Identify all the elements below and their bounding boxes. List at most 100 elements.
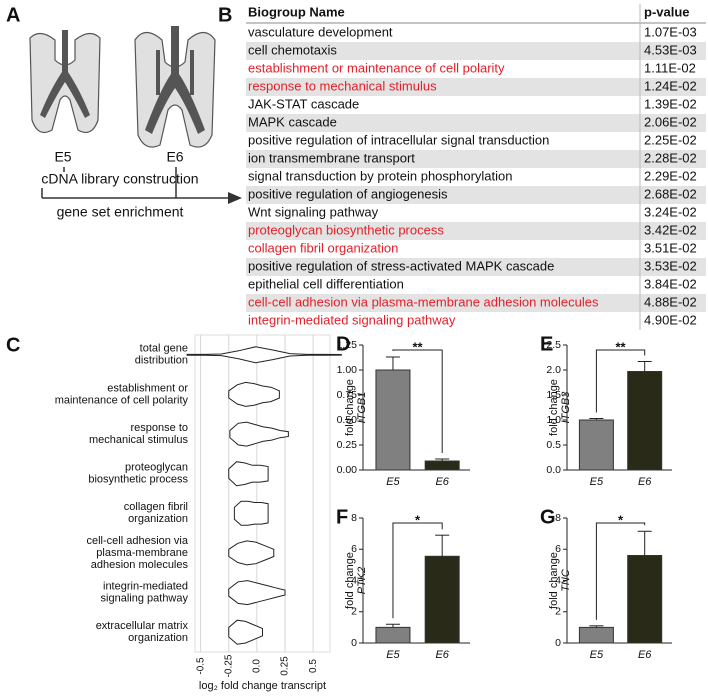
- bar: [375, 369, 411, 471]
- panel-letter: A: [6, 4, 20, 26]
- x-tick-label: E5: [590, 476, 604, 488]
- bar: [424, 460, 460, 471]
- y-tick-label: 8: [555, 512, 561, 524]
- category-label: signaling pathway: [101, 592, 189, 604]
- row-name: JAK-STAT cascade: [248, 96, 359, 111]
- y-tick-label: 0: [351, 637, 357, 649]
- y-tick-label: 6: [555, 543, 561, 555]
- row-pvalue: 3.84E-02: [644, 276, 697, 291]
- x-tick-label: E6: [435, 476, 449, 488]
- y-tick-label: 0.00: [337, 464, 358, 476]
- violin: [228, 619, 263, 645]
- y-tick-label: 2: [555, 606, 561, 618]
- bar: [578, 419, 614, 471]
- x-tick-label: E6: [638, 649, 652, 661]
- row-name: epithelial cell differentiation: [248, 276, 404, 291]
- y-tick-label: 1.0: [546, 414, 561, 426]
- x-tick-label: 0.5: [308, 659, 319, 673]
- y-tick-label: 0.0: [546, 464, 561, 476]
- y-tick-label: 4: [555, 574, 561, 586]
- y-tick-label: 1.25: [337, 339, 358, 351]
- row-name: cell-cell adhesion via plasma-membrane a…: [248, 294, 599, 309]
- plot-frame: [194, 334, 331, 653]
- violin: [233, 500, 269, 526]
- category-label: maintenance of cell polarity: [55, 394, 189, 406]
- row-pvalue: 1.07E-03: [644, 24, 697, 39]
- x-tick-label: E6: [638, 476, 652, 488]
- row-stripe: [246, 186, 706, 204]
- row-name: response to mechanical stimulus: [248, 78, 437, 93]
- bar: [627, 371, 663, 471]
- x-tick-label: -0.25: [223, 654, 234, 677]
- violin: [228, 461, 269, 487]
- panel-letter: B: [218, 4, 232, 26]
- row-pvalue: 2.06E-02: [644, 114, 697, 129]
- significance: **: [615, 339, 626, 354]
- y-axis-label: fold change: [344, 379, 356, 436]
- violin: [186, 346, 342, 364]
- row-name: Wnt signaling pathway: [248, 204, 379, 219]
- x-tick-label: E5: [590, 649, 604, 661]
- category-label: organization: [128, 632, 188, 644]
- significance-bracket: [392, 522, 443, 619]
- category-label: mechanical stimulus: [89, 434, 189, 446]
- y-axis-label: fold change: [548, 552, 560, 609]
- step-label: cDNA library construction: [41, 171, 198, 187]
- x-tick-label: 0.0: [252, 659, 263, 673]
- bar: [424, 555, 460, 644]
- panel-letter: D: [336, 333, 350, 355]
- row-pvalue: 1.11E-02: [644, 60, 696, 75]
- violin: [228, 580, 286, 606]
- y-axis-gene: ITGB1: [356, 392, 368, 424]
- row-name: signal transduction by protein phosphory…: [248, 168, 513, 183]
- significance: **: [413, 339, 424, 354]
- bar: [627, 555, 663, 644]
- row-pvalue: 4.88E-02: [644, 294, 697, 309]
- y-tick-label: 1.5: [546, 389, 561, 401]
- row-name: establishment or maintenance of cell pol…: [248, 60, 505, 75]
- row-name: ion transmembrane transport: [248, 150, 415, 165]
- y-tick-label: 6: [351, 543, 357, 555]
- row-name: vasculature development: [248, 24, 393, 39]
- y-tick-label: 0.50: [337, 414, 358, 426]
- y-tick-label: 0: [555, 637, 561, 649]
- category-label: extracellular matrix: [96, 620, 189, 632]
- panel-letter: F: [336, 506, 348, 528]
- category-label: response to: [131, 422, 188, 434]
- category-label: collagen fibril: [124, 501, 188, 513]
- panel-letter: C: [6, 334, 20, 356]
- lung-e6: [134, 26, 216, 148]
- row-name: positive regulation of stress-activated …: [248, 258, 554, 273]
- stage-label: E6: [166, 149, 183, 165]
- lung-e5: [29, 30, 101, 133]
- x-tick-label: -0.5: [195, 657, 206, 675]
- significance: *: [415, 512, 421, 527]
- row-name: MAPK cascade: [248, 114, 337, 129]
- y-axis-gene: ITGB3: [560, 391, 572, 424]
- category-label: total gene: [140, 343, 188, 355]
- category-label: plasma-membrane: [96, 547, 188, 559]
- panel-letter: E: [540, 333, 553, 355]
- row-pvalue: 2.25E-02: [644, 132, 697, 147]
- x-tick-label: E5: [386, 649, 400, 661]
- row-pvalue: 3.42E-02: [644, 222, 697, 237]
- y-axis-label: fold change: [344, 552, 356, 609]
- row-stripe: [246, 150, 706, 168]
- significance: *: [618, 512, 624, 527]
- x-tick-label: E6: [435, 649, 449, 661]
- significance-bracket: [392, 349, 443, 453]
- y-tick-label: 4: [351, 574, 357, 586]
- y-tick-label: 0.75: [337, 389, 358, 401]
- category-label: cell-cell adhesion via: [87, 535, 189, 547]
- y-tick-label: 0.25: [337, 439, 358, 451]
- x-tick-label: E5: [386, 476, 400, 488]
- bar: [375, 626, 411, 644]
- row-pvalue: 3.53E-02: [644, 258, 697, 273]
- row-stripe: [246, 222, 706, 240]
- violin: [228, 381, 280, 407]
- category-label: proteoglycan: [125, 462, 188, 474]
- row-stripe: [246, 78, 706, 96]
- violin: [229, 421, 289, 447]
- category-label: distribution: [135, 355, 188, 367]
